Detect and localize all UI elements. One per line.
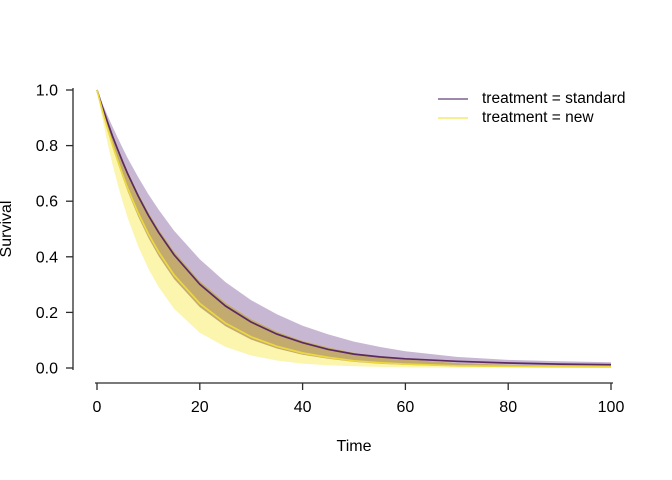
x-tick-label: 80 (499, 399, 517, 416)
y-axis-title: Survival (0, 200, 15, 258)
y-tick-label: 0.6 (36, 194, 58, 211)
y-tick-label: 0.4 (36, 249, 58, 266)
legend-label-new: treatment = new (482, 108, 594, 126)
legend-entry-standard: treatment = standard (438, 89, 625, 108)
legend-line-standard-icon (438, 97, 468, 100)
x-tick-label: 100 (598, 399, 625, 416)
x-tick-label: 20 (191, 399, 209, 416)
ci-band-new (97, 90, 611, 368)
legend: treatment = standard treatment = new (438, 89, 625, 127)
x-tick-label: 0 (93, 399, 102, 416)
survival-curve-standard (96, 89, 612, 366)
y-tick-label: 0.2 (36, 305, 58, 322)
ci-band-overlap (97, 90, 611, 368)
y-tick-label: 1.0 (36, 83, 58, 100)
y-tick-label: 0.0 (36, 361, 58, 378)
survival-curve-new (96, 89, 612, 368)
y-tick-label: 0.8 (36, 138, 58, 155)
x-tick-label: 40 (294, 399, 312, 416)
x-tick-label: 60 (397, 399, 415, 416)
legend-entry-new: treatment = new (438, 108, 625, 127)
ci-band-standard (97, 90, 611, 368)
legend-label-standard: treatment = standard (482, 89, 626, 107)
legend-line-new-icon (438, 116, 468, 119)
x-axis-title: Time (336, 438, 372, 455)
